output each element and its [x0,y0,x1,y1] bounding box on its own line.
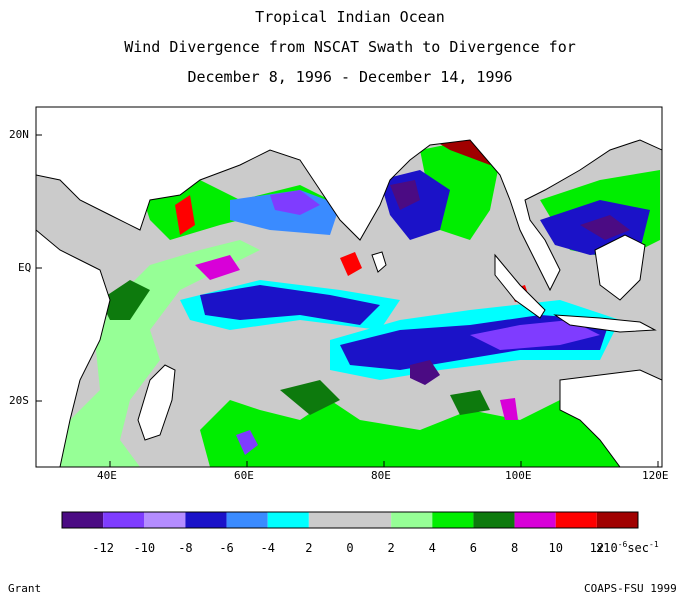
colorbar-units: x10-6sec-1 [596,540,659,555]
colorbar [62,512,638,528]
date-range: December 8, 1996 - December 14, 1996 [187,68,513,86]
map-frame [35,106,663,468]
colorbar-tick-label: -10 [133,541,156,555]
units-exponent: -6 [617,540,628,549]
colorbar-swatch [350,512,392,528]
author-label: Grant [8,582,42,595]
colorbar-swatch [596,512,638,528]
colorbar-tick-label: 4 [428,541,436,555]
colorbar-tick-label: -8 [178,541,193,555]
colorbar-swatch [432,512,474,528]
colorbar-swatch [267,512,309,528]
lon-label-60e: 60E [234,469,254,482]
colorbar-swatch [103,512,145,528]
colorbar-frame [61,511,639,529]
colorbar-swatch [473,512,515,528]
colorbar-tick-label: 10 [548,541,563,555]
colorbar-tick-label: -12 [92,541,114,555]
lon-label-80e: 80E [371,469,391,482]
credit-label: COAPS-FSU 1999 [584,582,677,595]
chart-subtitle: Wind Divergence from NSCAT Swath to Dive… [124,38,576,56]
colorbar-swatch [555,512,597,528]
lon-label-40e: 40E [97,469,117,482]
chart-title: Tropical Indian Ocean [255,8,445,26]
divergence-field [36,107,662,467]
lat-label-20s: 20S [9,394,29,407]
units-suffix: sec [627,541,650,555]
units-prefix: x10 [596,541,618,555]
colorbar-swatch [391,512,433,528]
colorbar-tick-label: 2 [305,541,313,555]
colorbar-swatch [514,512,556,528]
colorbar-swatch [226,512,268,528]
colorbar-swatch [185,512,227,528]
colorbar-tick-label: -6 [219,541,234,555]
lon-label-120e: 120E [642,469,669,482]
colorbar-tick-label: 12 [589,541,605,555]
lat-label-20n: 20N [9,128,29,141]
units-suffix-exponent: -1 [649,540,659,549]
colorbar-tick-label: 6 [469,541,478,555]
colorbar-swatch [62,512,104,528]
colorbar-tick-label: -4 [260,541,275,555]
colorbar-swatch [308,512,350,528]
lat-label-eq: EQ [18,261,32,274]
colorbar-tick-label: 8 [510,541,519,555]
colorbar-swatch [144,512,186,528]
colorbar-tick-label: 2 [387,541,395,555]
colorbar-tick-label: 0 [346,541,354,555]
lon-label-100e: 100E [505,469,532,482]
